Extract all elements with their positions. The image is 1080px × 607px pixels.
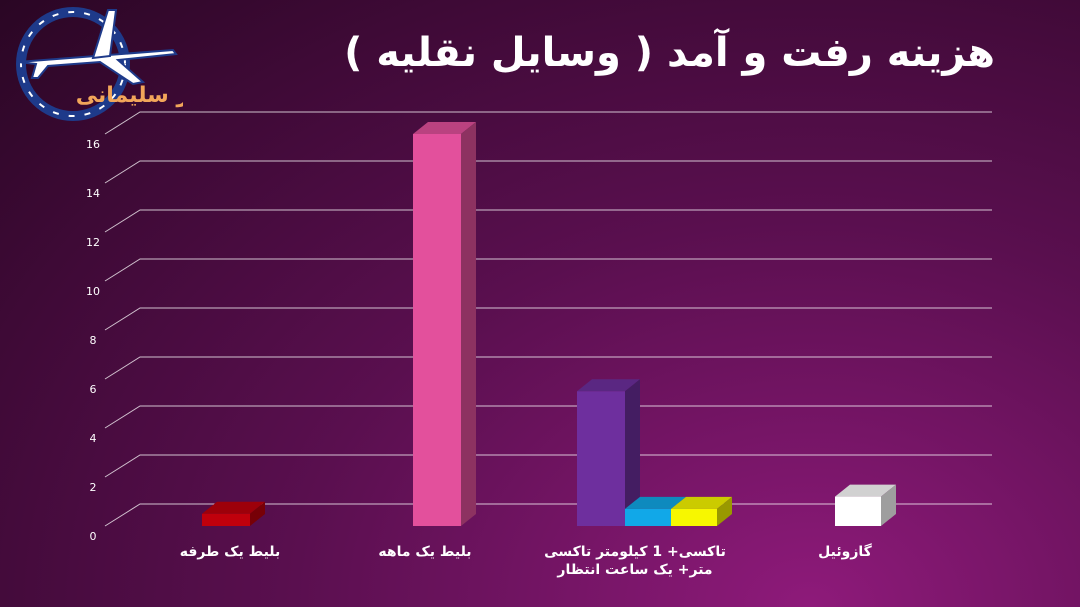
bar (671, 496, 732, 526)
gridline (104, 160, 992, 184)
bar-front-face (835, 496, 881, 526)
bar-front-face (413, 134, 461, 526)
bar-top-face (202, 501, 265, 514)
bar (577, 379, 640, 526)
chart-title: هزینه رفت و آمد ( وسایل نقلیه ) (344, 30, 995, 76)
bar (835, 484, 896, 526)
bar-top-face (835, 484, 896, 497)
bar-side-face (250, 501, 265, 526)
y-tick-label: 12 (86, 236, 100, 249)
bar-side-face (717, 496, 732, 526)
gridline (104, 405, 992, 429)
bar-front-face (577, 391, 625, 526)
gridline (104, 454, 992, 478)
y-tick-label: 8 (90, 334, 97, 347)
bar-side-face (461, 122, 476, 526)
y-tick-label: 2 (90, 481, 97, 494)
gridline (104, 111, 992, 135)
bar (202, 501, 265, 526)
y-tick-label: 4 (90, 432, 97, 445)
bar-top-face (671, 496, 732, 509)
bar-front-face (202, 513, 250, 526)
gridline (104, 307, 992, 331)
gridline (104, 258, 992, 282)
category-label-gasoline: گازوئیل (818, 544, 872, 560)
category-label-one-way-ticket: بلیط یک طرفه (179, 544, 281, 560)
bar-side-face (625, 379, 640, 526)
category-label-taxi: تاکسی+ 1 کیلومتر تاکسی متر+ یک ساعت انتظ… (544, 544, 726, 578)
y-tick-label: 16 (86, 138, 100, 151)
y-tick-label: 10 (86, 285, 100, 298)
bar-front-face (671, 508, 717, 526)
bar-front-face (625, 508, 671, 526)
y-tick-label: 14 (86, 187, 100, 200)
gridline (104, 209, 992, 233)
bar-top-face (413, 122, 476, 134)
y-tick-label: 6 (90, 383, 97, 396)
bar-top-face (577, 379, 640, 392)
category-label-monthly-ticket: بلیط یک ماهه (378, 544, 472, 560)
bar (413, 122, 476, 526)
bar-top-face (625, 496, 686, 509)
bar-side-face (881, 484, 896, 526)
logo-airplane-icon: امیر سلیمانی (16, 7, 183, 121)
logo-text: امیر سلیمانی (76, 83, 183, 108)
gridline (104, 356, 992, 380)
chart-grid: 0 2 4 6 8 10 12 14 16 (86, 111, 992, 543)
y-tick-label: 0 (90, 530, 97, 543)
chart-bars (202, 122, 896, 526)
